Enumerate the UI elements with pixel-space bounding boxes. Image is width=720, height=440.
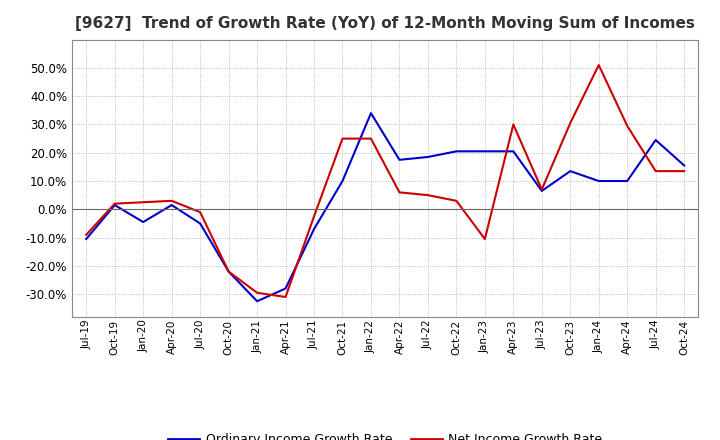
- Net Income Growth Rate: [423, 193, 432, 198]
- Net Income Growth Rate: [566, 121, 575, 126]
- Net Income Growth Rate: [680, 169, 688, 174]
- Legend: Ordinary Income Growth Rate, Net Income Growth Rate: Ordinary Income Growth Rate, Net Income …: [163, 429, 608, 440]
- Ordinary Income Growth Rate: [566, 169, 575, 174]
- Ordinary Income Growth Rate: [595, 178, 603, 183]
- Net Income Growth Rate: [82, 232, 91, 238]
- Ordinary Income Growth Rate: [509, 149, 518, 154]
- Net Income Growth Rate: [652, 169, 660, 174]
- Line: Ordinary Income Growth Rate: Ordinary Income Growth Rate: [86, 113, 684, 301]
- Net Income Growth Rate: [338, 136, 347, 141]
- Ordinary Income Growth Rate: [225, 269, 233, 274]
- Title: [9627]  Trend of Growth Rate (YoY) of 12-Month Moving Sum of Incomes: [9627] Trend of Growth Rate (YoY) of 12-…: [76, 16, 695, 32]
- Ordinary Income Growth Rate: [282, 286, 290, 291]
- Net Income Growth Rate: [282, 294, 290, 300]
- Net Income Growth Rate: [167, 198, 176, 203]
- Ordinary Income Growth Rate: [310, 227, 318, 232]
- Ordinary Income Growth Rate: [167, 202, 176, 208]
- Net Income Growth Rate: [139, 200, 148, 205]
- Ordinary Income Growth Rate: [423, 154, 432, 160]
- Net Income Growth Rate: [595, 62, 603, 68]
- Net Income Growth Rate: [225, 269, 233, 274]
- Ordinary Income Growth Rate: [139, 220, 148, 225]
- Ordinary Income Growth Rate: [366, 110, 375, 116]
- Net Income Growth Rate: [366, 136, 375, 141]
- Ordinary Income Growth Rate: [537, 188, 546, 194]
- Net Income Growth Rate: [509, 122, 518, 127]
- Line: Net Income Growth Rate: Net Income Growth Rate: [86, 65, 684, 297]
- Ordinary Income Growth Rate: [395, 157, 404, 162]
- Net Income Growth Rate: [253, 290, 261, 295]
- Net Income Growth Rate: [623, 123, 631, 128]
- Net Income Growth Rate: [537, 187, 546, 192]
- Net Income Growth Rate: [452, 198, 461, 203]
- Net Income Growth Rate: [310, 214, 318, 219]
- Net Income Growth Rate: [395, 190, 404, 195]
- Ordinary Income Growth Rate: [480, 149, 489, 154]
- Ordinary Income Growth Rate: [253, 299, 261, 304]
- Ordinary Income Growth Rate: [338, 178, 347, 183]
- Ordinary Income Growth Rate: [623, 178, 631, 183]
- Ordinary Income Growth Rate: [652, 137, 660, 143]
- Ordinary Income Growth Rate: [680, 163, 688, 168]
- Ordinary Income Growth Rate: [82, 236, 91, 242]
- Ordinary Income Growth Rate: [196, 221, 204, 226]
- Net Income Growth Rate: [110, 201, 119, 206]
- Net Income Growth Rate: [196, 209, 204, 215]
- Net Income Growth Rate: [480, 236, 489, 242]
- Ordinary Income Growth Rate: [110, 202, 119, 208]
- Ordinary Income Growth Rate: [452, 149, 461, 154]
